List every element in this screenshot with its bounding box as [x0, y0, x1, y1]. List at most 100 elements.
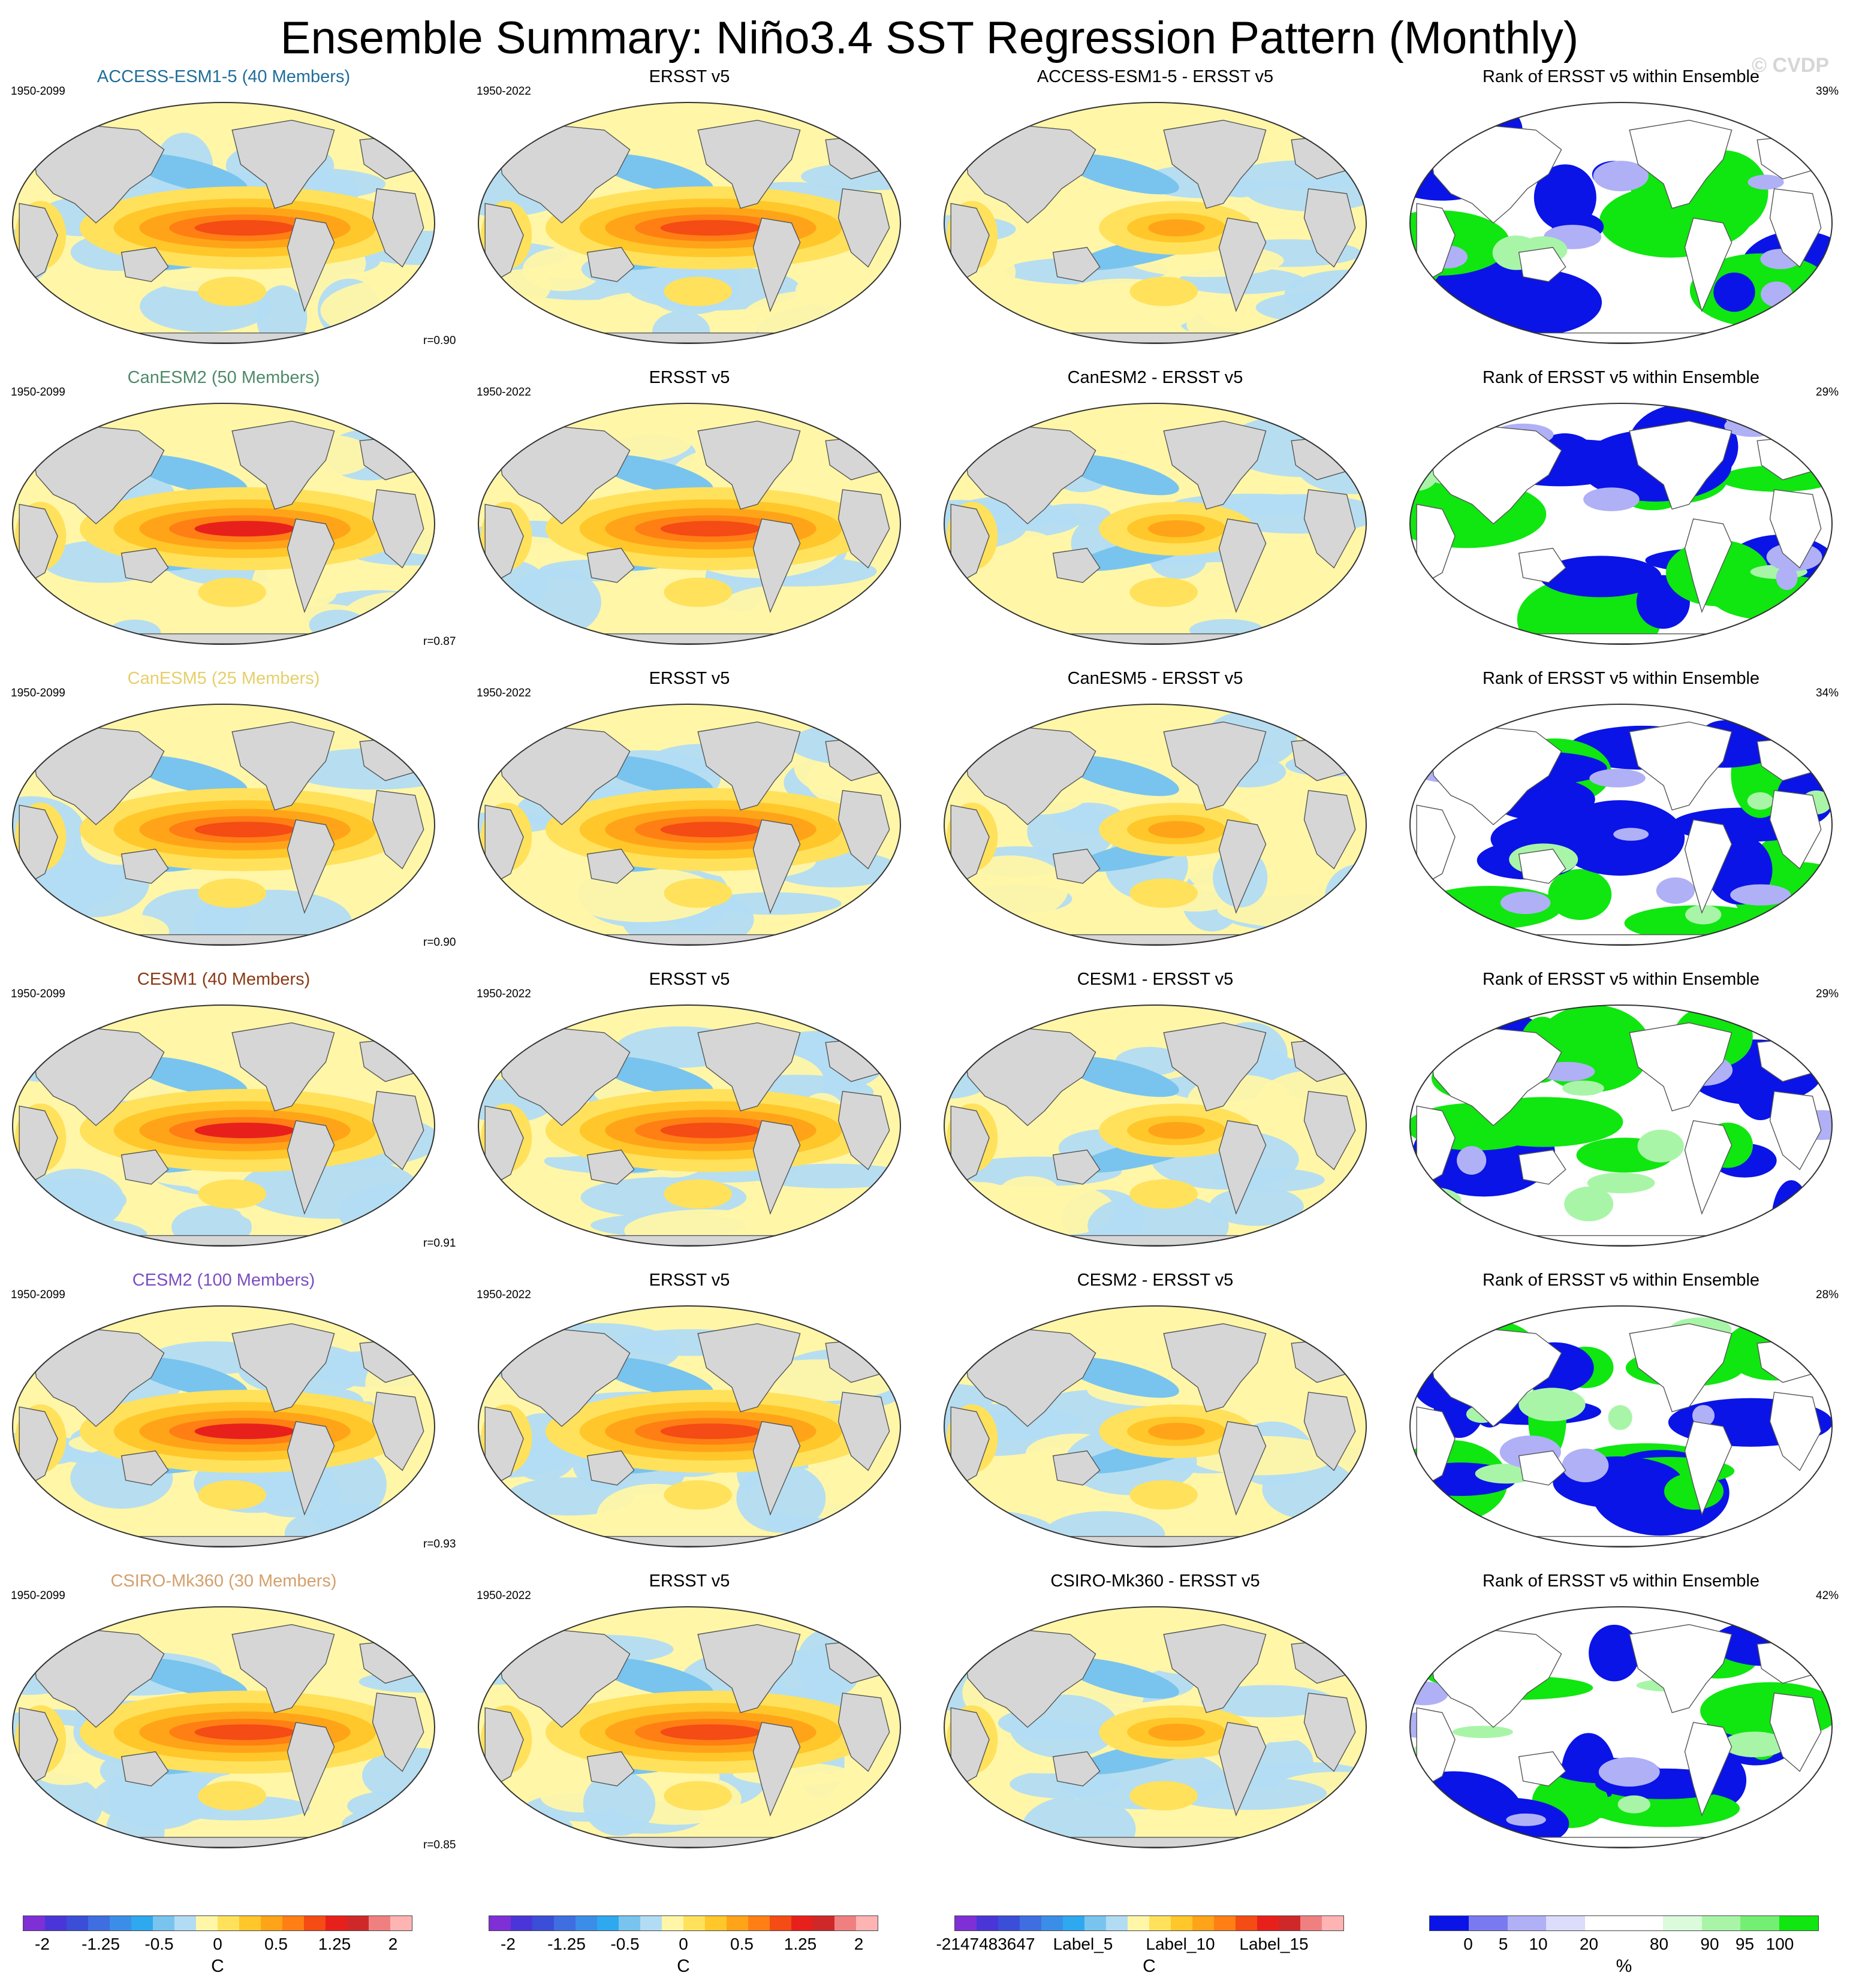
- colorbar-swatch: [1171, 1916, 1192, 1930]
- model-regression-map: [12, 1606, 435, 1848]
- obs-panel-title: ERSST v5: [649, 368, 730, 387]
- colorbar-tick-label: 10: [1529, 1935, 1548, 1953]
- rank-percent-label: 29%: [1816, 386, 1839, 399]
- colorbar-swatch: [856, 1916, 878, 1930]
- diff-panel-title: ACCESS-ESM1-5 - ERSST v5: [1037, 67, 1274, 86]
- colorbar-swatch: [1128, 1916, 1149, 1930]
- colorbar-tick-label: 90: [1700, 1935, 1719, 1953]
- obs-regression-map: [478, 403, 901, 645]
- colorbar: [489, 1915, 878, 1931]
- obs-years-label: 1950-2022: [477, 988, 531, 1000]
- colorbar-swatch: [705, 1916, 727, 1930]
- colorbar-swatch: [1779, 1916, 1818, 1930]
- model-regression-map: [12, 1004, 435, 1247]
- rank-panel-title: Rank of ERSST v5 within Ensemble: [1482, 970, 1760, 989]
- colorbar-swatch: [1084, 1916, 1106, 1930]
- colorbar-tick-label: 80: [1649, 1935, 1669, 1953]
- obs-panel-title: ERSST v5: [649, 970, 730, 989]
- colorbar-swatch: [282, 1916, 304, 1930]
- colorbar-swatch: [1585, 1916, 1624, 1930]
- colorbar-swatch: [88, 1916, 110, 1930]
- colorbar-swatch: [45, 1916, 67, 1930]
- colorbar-tick-label: 0.5: [730, 1935, 754, 1953]
- colorbar-swatch: [977, 1916, 998, 1930]
- model-panel-title: CESM2 (100 Members): [132, 1271, 315, 1290]
- difference-map: [944, 1606, 1367, 1848]
- model-panel-title: ACCESS-ESM1-5 (40 Members): [97, 67, 351, 86]
- colorbar: [954, 1915, 1344, 1931]
- colorbar-swatch: [1623, 1916, 1663, 1930]
- model-years-label: 1950-2099: [11, 386, 65, 399]
- diff-panel-title: CESM1 - ERSST v5: [1077, 970, 1234, 989]
- colorbar-swatch: [1507, 1916, 1547, 1930]
- colorbar-swatch: [1192, 1916, 1214, 1930]
- rank-map: [1409, 102, 1833, 344]
- rank-panel-title: Rank of ERSST v5 within Ensemble: [1482, 368, 1760, 387]
- model-regression-map: [12, 704, 435, 946]
- obs-regression-map: [478, 704, 901, 946]
- rank-percent-label: 39%: [1816, 85, 1839, 98]
- colorbar-swatch: [1740, 1916, 1780, 1930]
- colorbar-swatch: [597, 1916, 619, 1930]
- diff-panel-title: CanESM2 - ERSST v5: [1067, 368, 1243, 387]
- rank-panel-title: Rank of ERSST v5 within Ensemble: [1482, 669, 1760, 688]
- colorbar-tick-label: 0: [679, 1935, 688, 1953]
- colorbar-tick-label: 1.25: [784, 1935, 817, 1953]
- colorbar-swatch: [1430, 1916, 1469, 1930]
- colorbar-tick-label: 100: [1765, 1935, 1794, 1953]
- colorbar-swatch: [390, 1916, 412, 1930]
- colorbar-swatch: [791, 1916, 813, 1930]
- obs-panel-title: ERSST v5: [649, 669, 730, 688]
- rank-percent-label: 28%: [1816, 1289, 1839, 1301]
- colorbar-swatch: [174, 1916, 196, 1930]
- colorbar-swatch: [662, 1916, 683, 1930]
- colorbar-swatch: [683, 1916, 705, 1930]
- colorbar-swatch: [554, 1916, 576, 1930]
- obs-regression-map: [478, 1305, 901, 1547]
- model-panel-title: CSIRO-Mk360 (30 Members): [110, 1571, 337, 1591]
- colorbar-swatch: [326, 1916, 347, 1930]
- obs-years-label: 1950-2022: [477, 386, 531, 399]
- colorbar-tick-label: -2: [35, 1935, 50, 1953]
- difference-map: [944, 102, 1367, 344]
- figure-title: Ensemble Summary: Niño3.4 SST Regression…: [280, 13, 1579, 64]
- obs-panel-title: ERSST v5: [649, 1271, 730, 1290]
- colorbar-swatch: [1701, 1916, 1741, 1930]
- obs-regression-map: [478, 1606, 901, 1848]
- colorbar-unit-label: C: [677, 1956, 690, 1976]
- difference-map: [944, 1004, 1367, 1247]
- colorbar-unit-label: C: [211, 1956, 224, 1976]
- pattern-correlation-label: r=0.85: [423, 1839, 456, 1851]
- colorbar-swatch: [834, 1916, 856, 1930]
- model-regression-map: [12, 1305, 435, 1547]
- rank-map: [1409, 1606, 1833, 1848]
- rank-panel-title: Rank of ERSST v5 within Ensemble: [1482, 1271, 1760, 1290]
- model-regression-map: [12, 403, 435, 645]
- pattern-correlation-label: r=0.91: [423, 1237, 456, 1250]
- rank-percent-label: 34%: [1816, 687, 1839, 699]
- colorbar-swatch: [640, 1916, 662, 1930]
- colorbar-tick-label: -2: [501, 1935, 516, 1953]
- colorbar-swatch: [489, 1916, 511, 1930]
- colorbar-swatch: [1063, 1916, 1084, 1930]
- colorbar-tick-label: 95: [1735, 1935, 1755, 1953]
- colorbar-swatch: [955, 1916, 977, 1930]
- colorbar-swatch: [131, 1916, 153, 1930]
- colorbar-unit-label: C: [1143, 1956, 1156, 1976]
- colorbar-swatch: [770, 1916, 791, 1930]
- colorbar-swatch: [1020, 1916, 1041, 1930]
- colorbar-swatch: [1546, 1916, 1586, 1930]
- diff-panel-title: CESM2 - ERSST v5: [1077, 1271, 1234, 1290]
- colorbar-swatch: [1041, 1916, 1063, 1930]
- obs-panel-title: ERSST v5: [649, 67, 730, 86]
- diff-panel-title: CanESM5 - ERSST v5: [1067, 669, 1243, 688]
- colorbar-tick-label: 5: [1498, 1935, 1508, 1953]
- rank-percent-label: 29%: [1816, 988, 1839, 1000]
- colorbar-tick-label: Label_5: [1053, 1935, 1113, 1953]
- colorbar-tick-label: -1.25: [547, 1935, 586, 1953]
- obs-regression-map: [478, 1004, 901, 1247]
- rank-map: [1409, 403, 1833, 645]
- colorbar-swatch: [369, 1916, 390, 1930]
- colorbar-unit-label: %: [1616, 1956, 1632, 1976]
- colorbar-swatch: [748, 1916, 770, 1930]
